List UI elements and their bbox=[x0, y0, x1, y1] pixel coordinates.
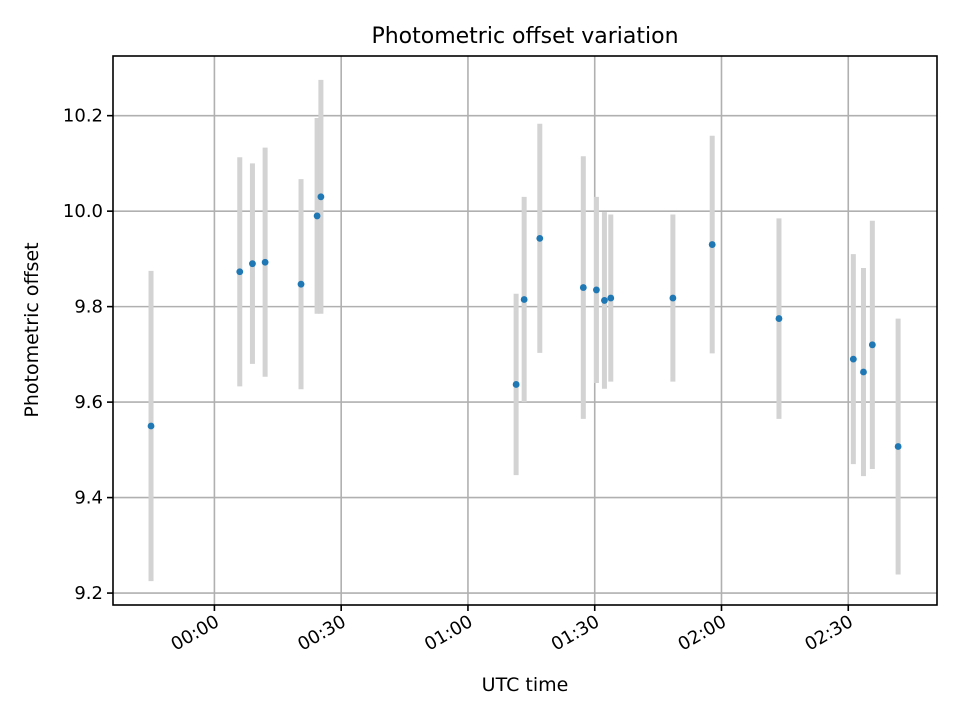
data-point bbox=[579, 284, 587, 291]
plot-frame bbox=[112, 55, 938, 606]
y-tick-label: 9.4 bbox=[74, 488, 103, 509]
y-tick-label: 9.8 bbox=[74, 297, 103, 318]
data-point bbox=[297, 280, 305, 288]
data-point bbox=[849, 355, 857, 363]
data-point bbox=[313, 212, 321, 220]
y-tick-label: 9.2 bbox=[74, 583, 103, 604]
data-point bbox=[860, 368, 867, 376]
data-point bbox=[261, 258, 269, 266]
data-point bbox=[520, 296, 528, 303]
data-points bbox=[147, 193, 902, 450]
x-axis-label: UTC time bbox=[482, 674, 569, 696]
data-point bbox=[868, 341, 876, 349]
data-point bbox=[536, 234, 544, 242]
data-point bbox=[317, 193, 325, 201]
data-point bbox=[601, 297, 608, 304]
data-point bbox=[147, 422, 155, 430]
data-point bbox=[607, 294, 615, 302]
data-point bbox=[775, 315, 783, 322]
y-tick-label: 10.2 bbox=[63, 106, 103, 127]
data-point bbox=[593, 286, 600, 294]
data-point bbox=[894, 443, 902, 450]
y-tick-label: 9.6 bbox=[74, 392, 103, 413]
data-point bbox=[669, 294, 677, 302]
data-point bbox=[708, 241, 716, 248]
y-tick-label: 10.0 bbox=[63, 201, 103, 222]
data-point bbox=[249, 260, 256, 268]
chart-title: Photometric offset variation bbox=[371, 24, 678, 49]
data-point bbox=[512, 381, 520, 388]
y-axis-label: Photometric offset bbox=[21, 242, 43, 417]
data-point bbox=[236, 268, 244, 276]
